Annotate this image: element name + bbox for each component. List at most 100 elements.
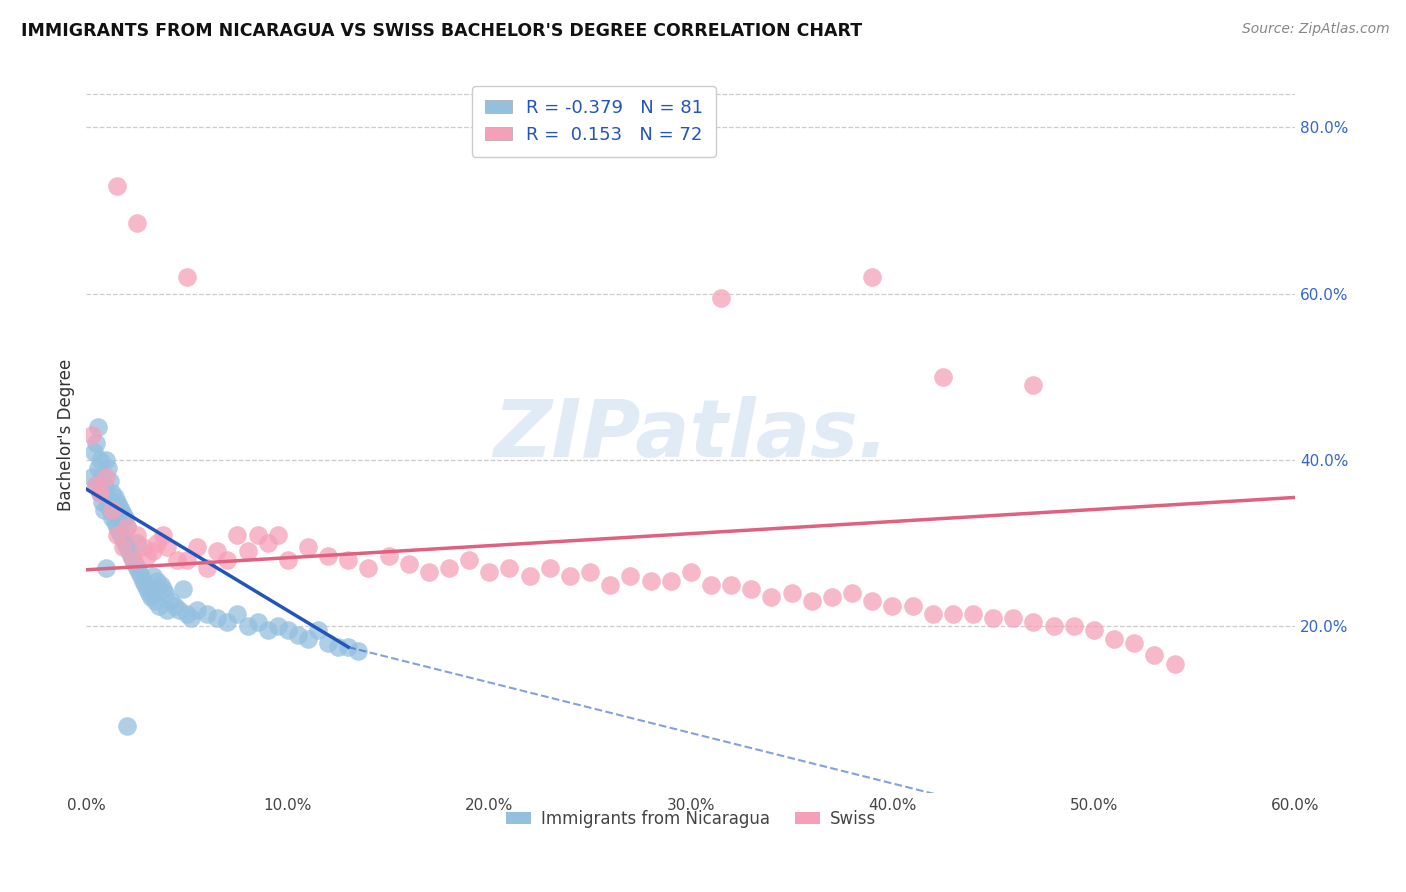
Point [100,474,122,488]
Point [277,624,299,638]
Point [101,486,124,500]
Point [246,615,269,629]
Point [149,578,172,592]
Point [91,494,114,508]
Point [89,486,111,500]
Point [226,607,249,621]
Point [83,444,105,458]
Point [932,369,955,384]
Point [82,428,104,442]
Point [277,553,299,567]
Point [176,607,198,621]
Legend: Immigrants from Nicaragua, Swiss: Immigrants from Nicaragua, Swiss [499,803,883,834]
Point [105,178,128,193]
Point [1123,636,1146,650]
Point [111,532,134,546]
Point [152,582,174,596]
Point [800,594,823,608]
Point [86,436,108,450]
Point [1042,619,1064,633]
Point [1083,624,1105,638]
Point [217,553,239,567]
Point [87,419,110,434]
Point [107,499,129,513]
Point [437,561,460,575]
Point [337,553,360,567]
Point [105,494,128,508]
Point [142,569,165,583]
Point [981,611,1004,625]
Point [89,486,111,500]
Point [139,591,162,605]
Point [307,624,329,638]
Point [207,544,229,558]
Point [478,566,501,580]
Point [679,566,702,580]
Point [120,549,142,563]
Point [125,216,148,230]
Point [115,719,138,733]
Point [498,561,520,575]
Point [125,528,148,542]
Point [115,519,138,533]
Point [942,607,965,621]
Point [1163,657,1185,671]
Point [176,553,198,567]
Point [114,511,136,525]
Point [153,586,176,600]
Point [101,503,124,517]
Point [143,594,166,608]
Point [101,511,124,525]
Point [142,544,165,558]
Point [297,541,319,555]
Point [114,536,136,550]
Point [579,566,602,580]
Point [267,619,290,633]
Point [167,603,190,617]
Point [86,478,108,492]
Point [519,569,541,583]
Point [901,599,924,613]
Point [640,574,662,588]
Point [316,549,339,563]
Point [129,569,152,583]
Point [96,486,118,500]
Point [538,561,561,575]
Point [256,624,278,638]
Point [287,627,309,641]
Point [558,569,581,583]
Point [962,607,984,621]
Point [337,640,360,654]
Point [700,578,723,592]
Point [105,519,128,533]
Point [128,566,150,580]
Point [93,478,115,492]
Point [103,516,125,530]
Point [100,503,122,517]
Point [135,549,157,563]
Point [328,640,350,654]
Point [180,611,202,625]
Point [659,574,682,588]
Point [377,549,399,563]
Y-axis label: Bachelor's Degree: Bachelor's Degree [58,359,75,511]
Point [124,557,146,571]
Point [256,536,278,550]
Point [720,578,742,592]
Point [398,557,420,571]
Point [619,569,641,583]
Point [152,528,174,542]
Point [156,603,179,617]
Point [195,607,218,621]
Point [110,528,132,542]
Point [1063,619,1085,633]
Point [882,599,904,613]
Point [111,507,134,521]
Point [1022,378,1045,392]
Point [761,591,783,605]
Point [780,586,803,600]
Point [267,528,290,542]
Point [357,561,380,575]
Point [156,541,179,555]
Point [105,528,128,542]
